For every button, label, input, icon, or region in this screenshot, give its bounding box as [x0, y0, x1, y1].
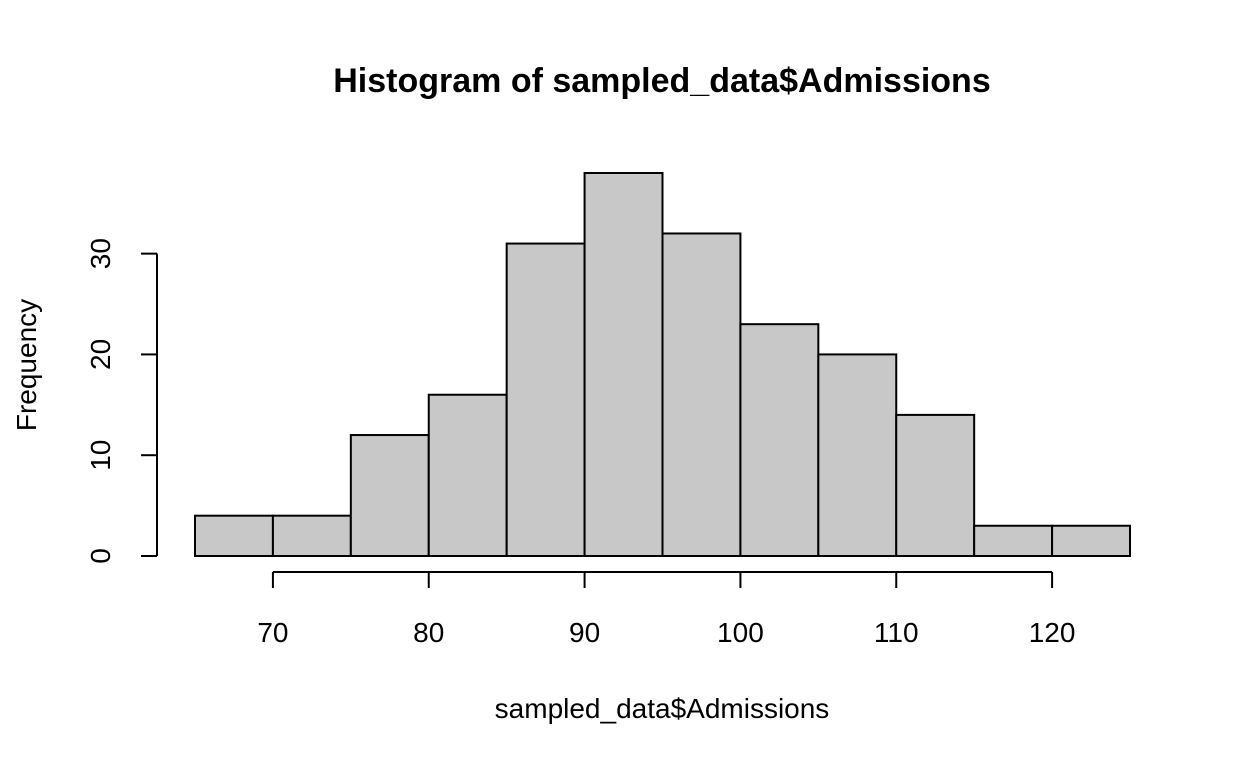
- y-tick-label-20: 20: [85, 339, 116, 370]
- histogram-bar-10: [973, 524, 1054, 558]
- y-axis-label: Frequency: [11, 299, 42, 431]
- histogram-bar-3: [427, 393, 508, 557]
- histogram-bar-6: [661, 232, 742, 557]
- histogram-bar-1: [271, 514, 352, 557]
- histogram-bar-8: [817, 353, 898, 557]
- x-tick-label-100: 100: [717, 617, 764, 648]
- bars-group: [194, 172, 1132, 558]
- x-tick-label-110: 110: [874, 617, 919, 648]
- histogram-bar-9: [895, 413, 976, 558]
- histogram-bar-4: [505, 242, 586, 557]
- x-axis-label: sampled_data$Admissions: [495, 693, 830, 724]
- histogram-bar-7: [739, 323, 820, 557]
- y-tick-label-30: 30: [85, 238, 116, 269]
- x-tick-label-80: 80: [413, 617, 444, 648]
- y-axis: 0 10 20 30: [85, 238, 158, 564]
- x-tick-label-120: 120: [1029, 617, 1076, 648]
- y-tick-label-0: 0: [85, 548, 116, 564]
- histogram-bar-5: [583, 172, 664, 557]
- histogram-bar-2: [349, 434, 430, 558]
- x-axis: 70 80 90 100 110 120: [257, 571, 1076, 648]
- histogram-bar-11: [1051, 524, 1132, 558]
- x-tick-label-90: 90: [569, 617, 600, 648]
- chart-title: Histogram of sampled_data$Admissions: [333, 62, 991, 100]
- y-tick-label-10: 10: [85, 440, 116, 471]
- x-tick-label-70: 70: [257, 617, 288, 648]
- histogram-bar-0: [194, 514, 274, 557]
